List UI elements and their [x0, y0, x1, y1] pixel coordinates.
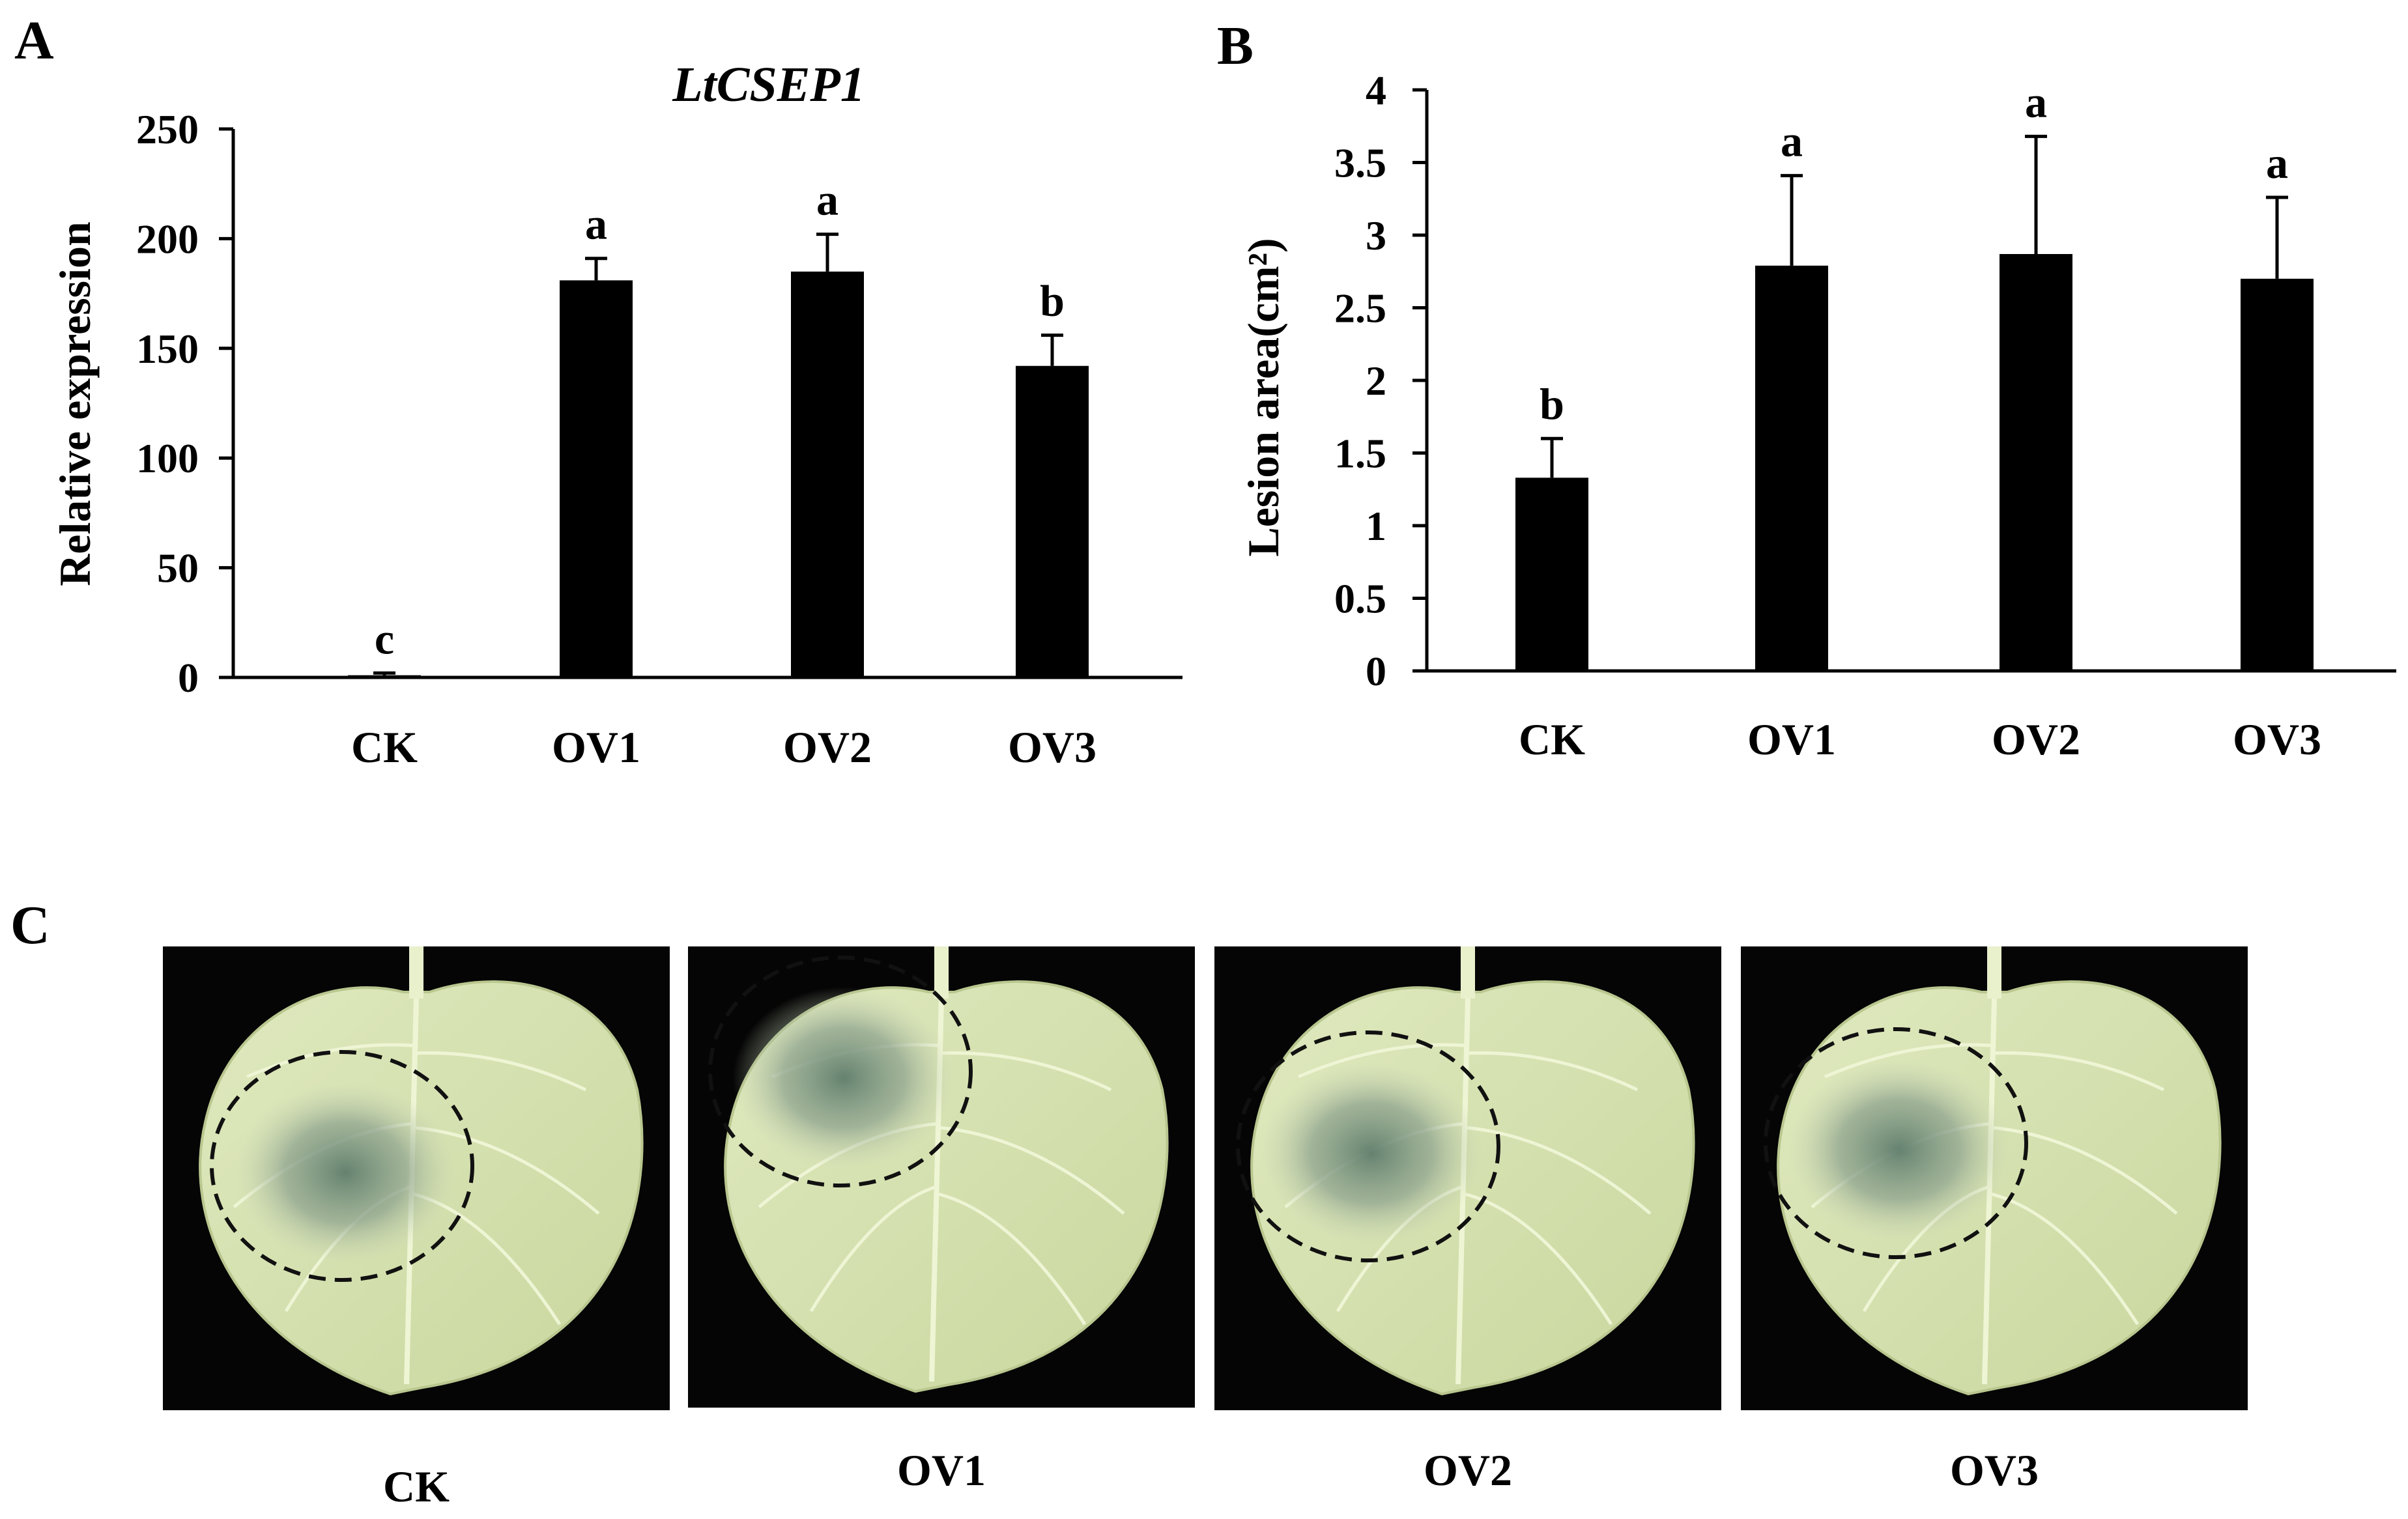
photo-label-ov1: OV1 — [897, 1445, 986, 1495]
panel-letter-b: B — [1217, 16, 1254, 76]
chart-b-y-tick-label: 1 — [1366, 503, 1386, 549]
lesion-area — [1788, 1058, 2010, 1241]
chart-a-y-tick-label: 100 — [136, 435, 199, 481]
chart-b-significance-letter: b — [1540, 379, 1564, 429]
chart-a-bar-ck — [348, 675, 421, 677]
leaf-vein — [1298, 1043, 1465, 1079]
lesion-dashed-circle — [1236, 1030, 1500, 1262]
lesion-dashed-circle — [210, 1050, 474, 1282]
leaf-photo-ck — [163, 946, 670, 1410]
chart-b-y-tick-label: 4 — [1366, 67, 1386, 113]
chart-b-category-label: OV3 — [2233, 715, 2321, 764]
leaf-vein — [1464, 1051, 1639, 1092]
chart-b-significance-letter: a — [2025, 77, 2047, 126]
chart-b-category-label: OV1 — [1747, 715, 1836, 764]
chart-b-y-tick-label: 2 — [1366, 358, 1386, 404]
chart-b-category-label: OV2 — [1992, 715, 2080, 764]
leaf-vein — [412, 1051, 587, 1092]
chart-b-y-tick-label: 1.5 — [1334, 431, 1386, 477]
leaf-vein — [1990, 1126, 2178, 1215]
chart-a-y-tick-label: 50 — [157, 545, 199, 591]
leaf-photo-panel: CK OV1 OV2 OV3 — [163, 946, 2248, 1511]
chart-a-y-tick-label: 250 — [136, 106, 199, 152]
chart-a-title: LtCSEP1 — [672, 57, 865, 112]
chart-a-y-tick-label: 0 — [178, 655, 199, 701]
leaf-vein — [938, 1051, 1112, 1092]
chart-b-bar-ov1 — [1755, 265, 1828, 672]
chart-b-y-tick-label: 0.5 — [1334, 576, 1386, 622]
chart-b-y-tick-label: 2.5 — [1334, 285, 1386, 332]
leaf-vein — [1990, 1051, 2165, 1092]
chart-lesion-area: Lesion area(cm²) 0 0.5 1 1.5 2 2.5 3 3.5 4 b CK a OV… — [1239, 67, 2396, 764]
lesion-dashed-circle — [708, 956, 973, 1187]
chart-a-category-label: OV2 — [783, 722, 872, 772]
chart-a-category-label: CK — [351, 722, 418, 772]
leaf-vein — [1464, 1126, 1652, 1215]
lesion-area — [1261, 1062, 1482, 1244]
photo-label-ov2: OV2 — [1424, 1445, 1512, 1495]
panel-letter-c: C — [10, 895, 50, 956]
chart-b-category-label: CK — [1519, 715, 1585, 764]
chart-a-category-label: OV3 — [1008, 722, 1096, 772]
chart-b-significance-letter: a — [2266, 138, 2288, 188]
chart-a-significance-letter: a — [585, 199, 607, 249]
panel-letter-a: A — [14, 10, 54, 71]
leaf-photo-ov1 — [688, 946, 1195, 1408]
chart-a-y-tick-label: 200 — [136, 216, 199, 262]
chart-relative-expression: LtCSEP1 Relative expression 0 50 100 150 200… — [50, 57, 1182, 772]
leaf-vein — [809, 1184, 939, 1313]
leaf-vein — [938, 1126, 1125, 1215]
chart-b-bar-ov3 — [2241, 278, 2314, 671]
photo-label-ov3: OV3 — [1950, 1445, 2039, 1495]
chart-b-bar-ck — [1515, 477, 1588, 671]
chart-a-bar-ov2 — [791, 271, 864, 677]
chart-a-significance-letter: c — [375, 614, 394, 663]
chart-a-y-tick-label: 150 — [136, 326, 199, 372]
leaf-photo-ov2 — [1214, 946, 1721, 1410]
chart-a-significance-letter: b — [1040, 276, 1065, 326]
chart-b-y-tick-label: 3.5 — [1334, 140, 1386, 186]
lesion-area — [235, 1081, 456, 1264]
leaf-photo-ov3 — [1741, 946, 2248, 1410]
chart-a-bar-ov3 — [1016, 365, 1089, 677]
chart-b-ylabel: Lesion area(cm²) — [1239, 238, 1288, 556]
leaf-vein — [1824, 1043, 1992, 1079]
photo-label-ck: CK — [383, 1462, 450, 1511]
chart-b-significance-letter: a — [1781, 117, 1803, 166]
lesion-dashed-circle — [1764, 1027, 2028, 1259]
chart-a-significance-letter: a — [816, 175, 838, 225]
chart-b-y-tick-label: 0 — [1366, 648, 1386, 694]
chart-b-bar-ov2 — [2000, 253, 2072, 671]
leaf-vein — [938, 1192, 1087, 1326]
chart-b-y-tick-label: 3 — [1366, 212, 1386, 259]
chart-a-category-label: OV1 — [552, 722, 640, 772]
leaf-vein — [246, 1043, 414, 1079]
chart-a-bar-ov1 — [560, 280, 633, 678]
lesion-area — [733, 987, 954, 1169]
chart-a-ylabel: Relative expression — [50, 221, 100, 586]
